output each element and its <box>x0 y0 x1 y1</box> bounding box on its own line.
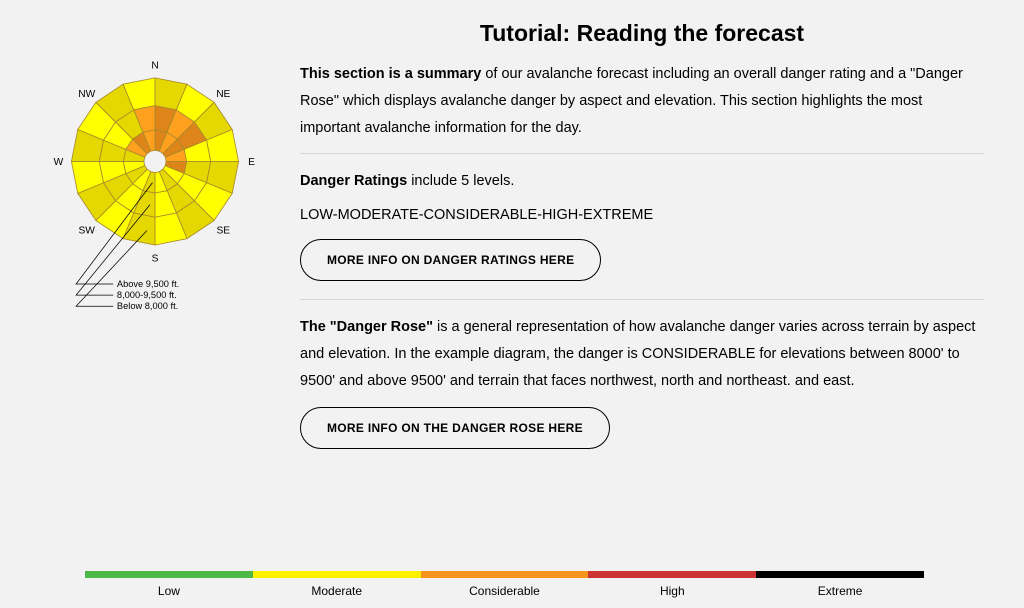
legend-label-extreme: Extreme <box>756 584 924 598</box>
danger-legend: LowModerateConsiderableHighExtreme <box>25 571 984 598</box>
rose-dir-label: SW <box>78 225 95 236</box>
rose-dir-label: W <box>54 157 64 168</box>
rose-dir-label: SE <box>216 225 230 236</box>
legend-label-considerable: Considerable <box>421 584 589 598</box>
legend-seg-low <box>85 571 253 578</box>
legend-seg-extreme <box>756 571 924 578</box>
legend-seg-moderate <box>253 571 421 578</box>
rose-dir-label: S <box>152 254 159 265</box>
divider <box>300 153 984 154</box>
rose-dir-label: NW <box>78 89 95 100</box>
ratings-heading: Danger Ratings include 5 levels. <box>300 168 984 195</box>
rose-dir-label: NE <box>216 89 230 100</box>
more-info-rose-button[interactable]: MORE INFO ON THE DANGER ROSE HERE <box>300 407 610 449</box>
ratings-levels: LOW-MODERATE-CONSIDERABLE-HIGH-EXTREME <box>300 207 984 223</box>
summary-text: This section is a summary of our avalanc… <box>300 61 984 141</box>
rose-elev-label: 8,000-9,500 ft. <box>117 290 177 300</box>
legend-label-moderate: Moderate <box>253 584 421 598</box>
legend-label-high: High <box>588 584 756 598</box>
page-title: Tutorial: Reading the forecast <box>300 20 984 47</box>
rose-elev-label: Above 9,500 ft. <box>117 279 179 289</box>
more-info-ratings-button[interactable]: MORE INFO ON DANGER RATINGS HERE <box>300 239 601 281</box>
legend-seg-high <box>588 571 756 578</box>
rose-description: The "Danger Rose" is a general represent… <box>300 314 984 394</box>
legend-label-low: Low <box>85 584 253 598</box>
rose-elev-label: Below 8,000 ft. <box>117 301 178 311</box>
rose-dir-label: E <box>248 157 255 168</box>
danger-rose-diagram: N NE E SE S SW W NW Above 9,500 ft.8,000-9,500 f… <box>25 20 285 340</box>
legend-seg-considerable <box>421 571 589 578</box>
rose-dir-label: N <box>151 61 158 72</box>
divider <box>300 299 984 300</box>
